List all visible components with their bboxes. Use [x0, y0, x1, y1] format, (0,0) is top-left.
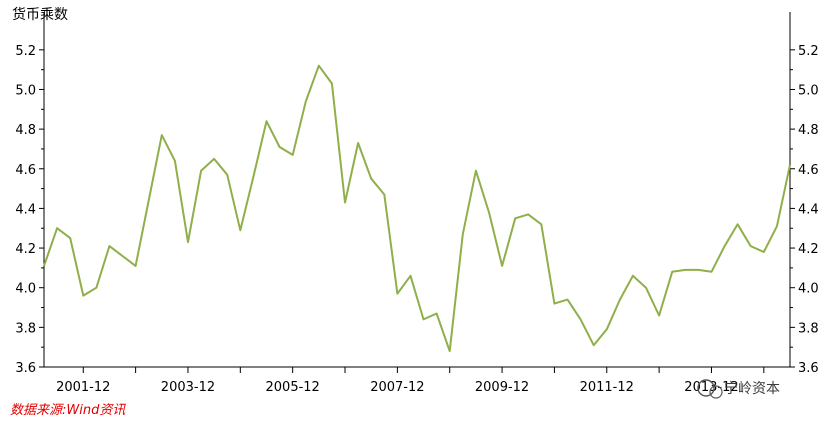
- y-tick-label-right: 5.2: [798, 44, 819, 59]
- y-tick-label-right: 4.0: [798, 282, 819, 297]
- y-axis-title: 货币乘数: [12, 6, 68, 23]
- y-tick-label-left: 4.2: [15, 242, 36, 257]
- y-tick-label-left: 3.6: [15, 361, 36, 376]
- x-tick-label: 2007-12: [370, 380, 424, 395]
- y-tick-label-left: 3.8: [15, 321, 36, 336]
- watermark-text: 宁岭资本: [724, 380, 780, 397]
- y-tick-label-left: 5.0: [15, 83, 36, 98]
- x-tick-label: 2009-12: [475, 380, 529, 395]
- source-note: 数据来源:Wind资讯: [10, 403, 126, 418]
- y-tick-label-right: 4.8: [798, 123, 819, 138]
- watermark-logo: [697, 379, 723, 399]
- x-tick-label: 2005-12: [266, 380, 320, 395]
- y-tick-label-right: 4.2: [798, 242, 819, 257]
- x-tick-label: 2003-12: [161, 380, 215, 395]
- y-tick-label-left: 5.2: [15, 44, 36, 59]
- y-tick-label-left: 4.0: [15, 282, 36, 297]
- y-tick-label-left: 4.6: [15, 163, 36, 178]
- money-multiplier-line: [43, 64, 791, 353]
- y-tick-label-left: 4.4: [15, 202, 36, 217]
- y-tick-label-right: 5.0: [798, 83, 819, 98]
- y-tick-label-right: 3.6: [798, 361, 819, 376]
- x-tick-label: 2001-12: [56, 380, 110, 395]
- y-tick-label-right: 4.6: [798, 163, 819, 178]
- y-tick-label-left: 4.8: [15, 123, 36, 138]
- y-tick-label-right: 4.4: [798, 202, 819, 217]
- axes-layer: 3.6 3.6 3.8 3.8 4.0 4.0 4.2 4.2 4.4 4.4 4.6 4.6 4.8 4…: [15, 12, 819, 395]
- y-tick-label-right: 3.8: [798, 321, 819, 336]
- x-tick-label: 2011-12: [580, 380, 634, 395]
